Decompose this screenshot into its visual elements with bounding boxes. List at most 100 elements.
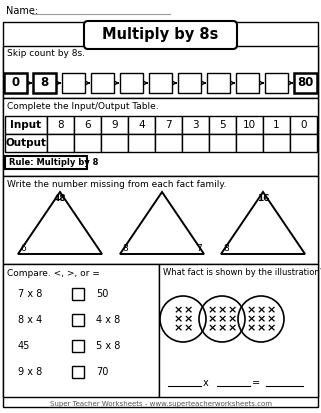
Text: ×: × <box>173 305 183 315</box>
Text: ×: × <box>266 323 276 333</box>
Text: 10: 10 <box>243 120 256 130</box>
Text: ×: × <box>207 314 217 324</box>
Bar <box>47 134 74 152</box>
Bar <box>155 116 182 134</box>
Text: 5: 5 <box>219 120 226 130</box>
Text: 7: 7 <box>196 244 202 253</box>
Text: ×: × <box>217 323 227 333</box>
Text: ×: × <box>217 314 227 324</box>
Bar <box>33 73 56 93</box>
Text: 9: 9 <box>111 120 118 130</box>
Text: What fact is shown by the illustration?: What fact is shown by the illustration? <box>163 268 321 277</box>
Bar <box>159 264 318 397</box>
Bar <box>47 116 74 134</box>
Bar <box>72 366 84 378</box>
Bar <box>72 340 84 352</box>
Text: 1: 1 <box>273 120 280 130</box>
Bar <box>265 73 288 93</box>
Bar <box>62 73 85 93</box>
Bar <box>207 73 230 93</box>
Bar <box>3 98 318 176</box>
Text: Super Teacher Worksheets - www.superteacherworksheets.com: Super Teacher Worksheets - www.superteac… <box>49 401 272 407</box>
Text: ×: × <box>217 305 227 315</box>
Bar <box>91 73 114 93</box>
Text: 8: 8 <box>57 120 64 130</box>
Text: 9 x 8: 9 x 8 <box>18 367 42 377</box>
Bar <box>128 134 155 152</box>
Text: =: = <box>252 378 260 388</box>
Text: 0: 0 <box>300 120 307 130</box>
Bar <box>155 134 182 152</box>
Text: 8: 8 <box>40 76 48 90</box>
Text: 6: 6 <box>84 120 91 130</box>
Text: ×: × <box>173 314 183 324</box>
Text: ×: × <box>256 323 266 333</box>
Text: 16: 16 <box>257 194 269 203</box>
Text: 50: 50 <box>96 289 108 299</box>
Text: Name:: Name: <box>6 6 38 16</box>
Text: 0: 0 <box>12 76 20 90</box>
Bar <box>72 314 84 326</box>
Bar <box>3 176 318 264</box>
Text: Rule: Multiply by 8: Rule: Multiply by 8 <box>9 158 98 167</box>
Bar <box>3 264 159 397</box>
Text: ×: × <box>173 323 183 333</box>
Text: ×: × <box>183 323 193 333</box>
FancyBboxPatch shape <box>84 21 237 49</box>
Bar <box>178 73 201 93</box>
Text: ×: × <box>227 305 237 315</box>
Text: 8: 8 <box>223 244 229 253</box>
Bar <box>128 116 155 134</box>
Bar <box>263 116 290 134</box>
Bar <box>3 46 318 98</box>
Bar <box>5 156 87 169</box>
Bar <box>74 116 101 134</box>
Text: ×: × <box>246 323 256 333</box>
Text: ×: × <box>207 323 217 333</box>
Bar <box>101 116 128 134</box>
Bar <box>182 116 209 134</box>
Bar <box>236 116 263 134</box>
Text: ×: × <box>246 314 256 324</box>
Text: Multiply by 8s: Multiply by 8s <box>102 28 218 43</box>
Text: ×: × <box>246 305 256 315</box>
Bar <box>294 73 317 93</box>
Text: 70: 70 <box>96 367 108 377</box>
Bar <box>290 134 317 152</box>
Bar <box>4 73 27 93</box>
Text: 80: 80 <box>297 76 314 90</box>
Text: ×: × <box>227 314 237 324</box>
Bar <box>74 134 101 152</box>
Text: 7: 7 <box>165 120 172 130</box>
Text: 5 x 8: 5 x 8 <box>96 341 120 351</box>
Text: x: x <box>203 378 209 388</box>
Text: Write the number missing from each fact family.: Write the number missing from each fact … <box>7 180 226 189</box>
Bar <box>236 134 263 152</box>
Bar <box>182 134 209 152</box>
Text: 4 x 8: 4 x 8 <box>96 315 120 325</box>
Text: 45: 45 <box>18 341 30 351</box>
Text: ×: × <box>227 323 237 333</box>
Bar <box>72 288 84 300</box>
Text: 3: 3 <box>192 120 199 130</box>
Text: 6: 6 <box>20 244 26 253</box>
Text: Compare. <, >, or =: Compare. <, >, or = <box>7 269 100 278</box>
Bar <box>5 116 47 134</box>
Text: Output: Output <box>5 138 47 148</box>
Bar <box>101 134 128 152</box>
Text: ×: × <box>256 314 266 324</box>
Bar <box>149 73 172 93</box>
Text: 7 x 8: 7 x 8 <box>18 289 42 299</box>
Bar <box>209 116 236 134</box>
Bar <box>209 134 236 152</box>
Text: 8: 8 <box>122 244 128 253</box>
Text: Complete the Input/Output Table.: Complete the Input/Output Table. <box>7 102 159 111</box>
Text: ×: × <box>256 305 266 315</box>
Bar <box>236 73 259 93</box>
Text: ×: × <box>183 305 193 315</box>
Text: Skip count by 8s.: Skip count by 8s. <box>7 49 85 58</box>
Bar <box>120 73 143 93</box>
Bar <box>290 116 317 134</box>
Text: ×: × <box>183 314 193 324</box>
Text: ×: × <box>266 305 276 315</box>
